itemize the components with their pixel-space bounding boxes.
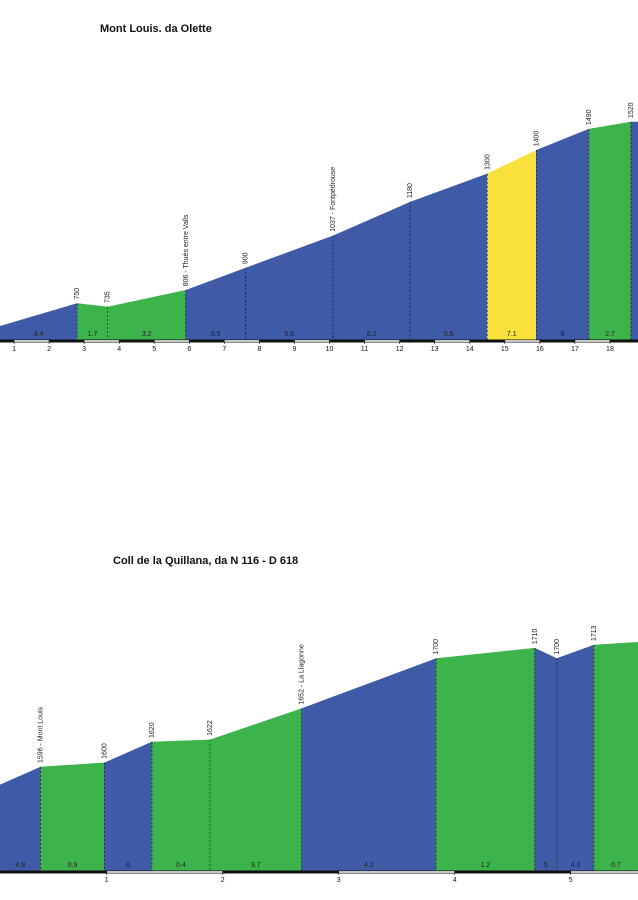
x-tick-label: 10 (326, 346, 334, 353)
x-tick-label: 9 (293, 346, 297, 353)
grade-label: 5.6 (284, 331, 294, 338)
x-tick-label: 5 (152, 346, 156, 353)
profile-segment (556, 644, 595, 872)
altitude-label: 1652 - La Llagonne (299, 644, 306, 704)
altitude-label: 1490 (586, 109, 593, 125)
profile-segment (630, 121, 638, 341)
x-tick-label: 8 (257, 346, 261, 353)
x-tick-label: 2 (47, 346, 51, 353)
profile-segment (409, 173, 488, 341)
profile-segment (593, 641, 638, 872)
x-tick-label: 18 (606, 346, 614, 353)
grade-label: 2.7 (605, 331, 615, 338)
chart-title: Coll de la Quillana, da N 116 - D 618 (113, 555, 298, 567)
x-tick-label: 16 (536, 346, 544, 353)
grade-label: 0.9 (68, 862, 78, 869)
profile-segment (151, 739, 211, 872)
profile-segment (588, 121, 632, 341)
x-tick-label: 14 (466, 346, 474, 353)
x-tick-label: 4 (453, 877, 457, 884)
altitude-label: 1713 (591, 625, 598, 641)
grade-label: 6 (561, 331, 565, 338)
profile-segment (0, 766, 41, 872)
grade-label: 4.9 (15, 862, 25, 869)
altitude-label: 1620 (149, 722, 156, 738)
profile-segment (487, 149, 537, 341)
altitude-label: 1710 (532, 628, 539, 644)
x-tick-label: 12 (396, 346, 404, 353)
altitude-label: 1596 - Mont Louis (38, 706, 45, 763)
grade-label: 7.1 (507, 331, 517, 338)
x-tick-label: 13 (431, 346, 439, 353)
x-tick-label: 11 (361, 346, 368, 353)
altitude-label: 1520 (628, 102, 635, 118)
x-tick-label: 1 (12, 346, 16, 353)
x-tick-label: 5 (569, 877, 573, 884)
x-tick-label: 1 (105, 877, 109, 884)
grade-label: 5 (544, 862, 548, 869)
grade-label: 1.7 (88, 331, 98, 338)
altitude-label: 1180 (407, 183, 414, 198)
grade-label: 3.2 (142, 331, 152, 338)
profile-segment (534, 647, 558, 872)
x-tick-label: 6 (187, 346, 191, 353)
profile-segment (40, 762, 105, 872)
altitude-label: 1700 (433, 639, 440, 655)
grade-label: 6.2 (367, 331, 377, 338)
profile-segment (536, 128, 590, 341)
profile-segment (435, 647, 536, 872)
altitude-label: 806 - Thuès entre Valls (183, 214, 190, 286)
grade-label: 6 (126, 862, 130, 869)
x-tick-label: 7 (222, 346, 226, 353)
altitude-label: 735 (105, 291, 112, 303)
x-tick-label: 3 (337, 877, 341, 884)
x-tick-label: 2 (221, 877, 225, 884)
altitude-label: 1037 - Fontpédrouse (330, 167, 337, 232)
altitude-label: 900 (242, 252, 249, 264)
grade-label: 4.3 (570, 862, 580, 869)
x-tick-label: 4 (117, 346, 121, 353)
grade-label: 0.4 (176, 862, 186, 869)
grade-label: 1.2 (481, 862, 491, 869)
grade-label: 4.2 (364, 862, 374, 869)
x-tick-label: 17 (571, 346, 579, 353)
altitude-label: 1622 (207, 720, 214, 736)
grade-label: 5.5 (444, 331, 454, 338)
grade-label: 3.7 (251, 862, 261, 869)
altitude-label: 1300 (484, 154, 491, 170)
altitude-label: 1600 (101, 743, 108, 759)
chart-title: Mont Louis. da Olette (100, 23, 212, 35)
altitude-label: 1700 (554, 639, 561, 655)
grade-label: 5.5 (211, 331, 221, 338)
profile-segment (104, 741, 153, 872)
x-tick-label: 3 (82, 346, 86, 353)
grade-label: 0.7 (611, 862, 621, 869)
grade-label: 4.4 (34, 331, 44, 338)
altitude-label: 1400 (533, 131, 540, 147)
altitude-label: 750 (74, 288, 81, 300)
x-tick-label: 15 (501, 346, 509, 353)
